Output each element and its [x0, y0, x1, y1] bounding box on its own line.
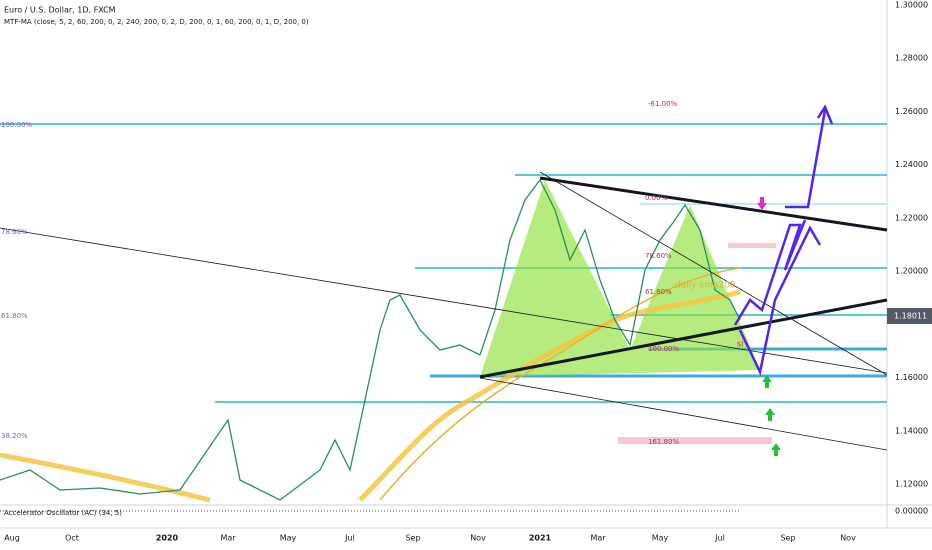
pattern-label: -61.00%	[648, 100, 678, 108]
time-axis-label: May	[652, 534, 669, 543]
sma-annotation: daily sma200	[675, 281, 736, 291]
time-axis-label: 2020	[156, 534, 179, 543]
price-axis-label: 1.20000	[895, 267, 928, 276]
fib-level-label: 100.00%	[1, 121, 32, 129]
pattern-label: 78.60%	[645, 252, 672, 260]
pattern-label: 161.80%	[648, 438, 679, 446]
indicator-label: MTF-MA (close, 5, 2, 60, 200, 0, 2, 240,…	[4, 18, 309, 26]
time-axis-label: 2021	[529, 534, 552, 543]
symbol-title: Euro / U.S. Dollar, 1D, FXCM	[4, 6, 116, 15]
time-axis-label: Sep	[780, 534, 795, 543]
price-axis-label: 1.24000	[895, 160, 928, 169]
oscillator-axis-label: 0.00000	[895, 507, 928, 516]
time-axis-label: Aug	[4, 534, 20, 543]
price-axis-label: 1.16000	[895, 373, 928, 382]
time-axis-label: May	[280, 534, 297, 543]
price-axis-label: 1.28000	[895, 54, 928, 63]
price-axis-label: 1.12000	[895, 480, 928, 489]
time-axis-label: Jul	[714, 534, 725, 543]
time-axis-label: Mar	[220, 534, 236, 543]
price-axis-label: 1.30000	[895, 1, 928, 10]
stop-annotation: sl	[737, 340, 743, 349]
fib-level-label: 38.20%	[1, 432, 28, 440]
pattern-label: 100.00%	[648, 345, 679, 353]
time-axis-label: Sep	[405, 534, 420, 543]
fib-level-label: 78.60%	[1, 228, 28, 236]
time-axis-label: Jul	[344, 534, 355, 543]
price-axis-label: 1.14000	[895, 426, 928, 435]
fib-level-label: 61.80%	[1, 312, 28, 320]
time-axis-label: Nov	[470, 534, 486, 543]
last-price: 1.18011	[894, 312, 927, 321]
oscillator-label: Accelerator Oscillator (AC) (34, 5)	[4, 509, 122, 517]
price-axis-label: 1.26000	[895, 107, 928, 116]
time-axis-label: Oct	[65, 534, 79, 543]
chart-drawings	[0, 0, 932, 529]
pattern-label: 0.00%	[645, 194, 668, 202]
pattern-label: 61.80%	[645, 288, 672, 296]
time-axis-label: Nov	[840, 534, 856, 543]
price-axis-label: 1.22000	[895, 213, 928, 222]
time-axis-label: Mar	[590, 534, 606, 543]
